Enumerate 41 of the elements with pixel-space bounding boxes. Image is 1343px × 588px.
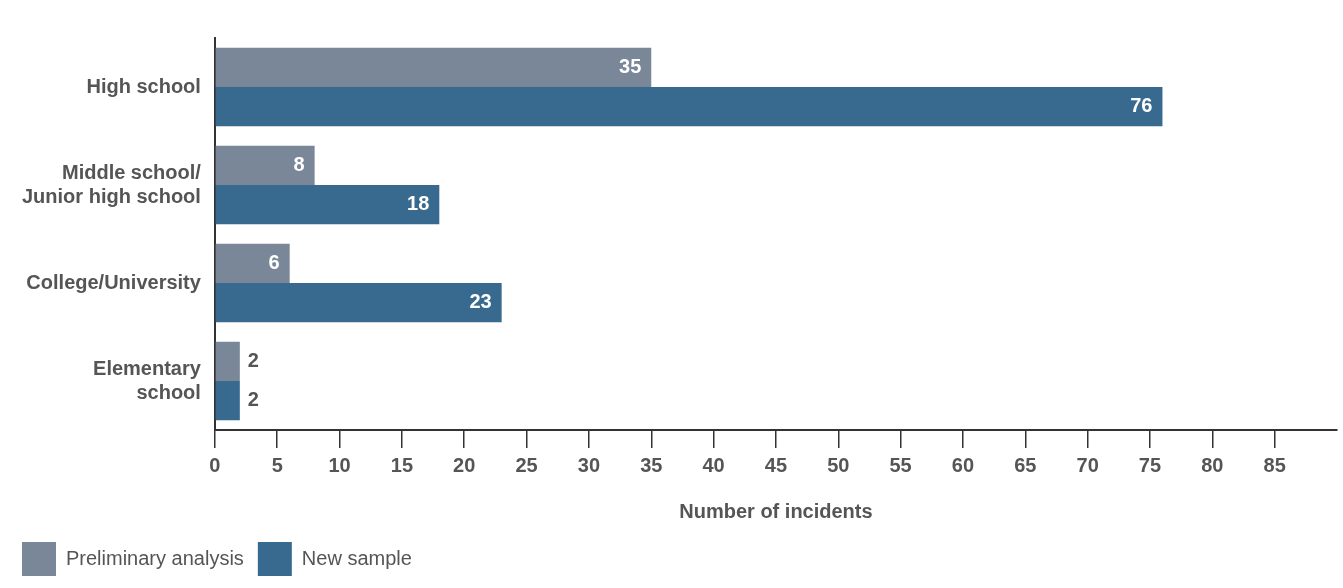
data-label: 35 [619,54,642,77]
x-tick-label: 15 [390,453,414,476]
bar [215,47,652,87]
bar [215,145,315,185]
bar [215,243,290,283]
x-tick-label: 85 [1263,453,1286,476]
x-tick-label: 25 [515,453,538,476]
bar [215,341,240,381]
data-label: 18 [407,192,430,215]
data-label: 23 [469,290,492,313]
x-tick-label: 50 [827,453,850,476]
data-label: 2 [247,388,259,411]
x-tick-label: 75 [1138,453,1162,476]
data-label: 6 [268,250,280,273]
legend-label: Preliminary analysis [66,546,244,569]
y-tick-label: High school [86,74,201,97]
x-tick-label: 60 [951,453,975,476]
bar [215,381,240,421]
x-tick-label: 10 [328,453,351,476]
x-axis-title: Number of incidents [679,499,873,522]
x-tick-label: 55 [889,453,912,476]
y-tick-label: Elementary school [93,356,202,403]
y-tick-label: Middle school/ Junior high school [22,160,202,207]
x-tick-label: 65 [1014,453,1037,476]
x-tick-label: 70 [1076,453,1099,476]
x-tick-label: 20 [453,453,476,476]
x-tick-label: 40 [702,453,725,476]
bar [215,87,1163,127]
data-label: 8 [293,152,305,175]
x-tick-label: 45 [764,453,788,476]
x-tick-label: 5 [271,453,283,476]
x-tick-label: 30 [577,453,601,476]
data-label: 2 [247,348,259,371]
x-tick-label: 80 [1201,453,1224,476]
data-label: 76 [1130,94,1153,117]
y-tick-label: College/University [26,270,202,293]
x-tick-label: 35 [640,453,663,476]
x-tick-label: 0 [209,453,221,476]
bar [215,283,502,323]
legend-label: New sample [301,546,412,569]
bar [215,185,440,225]
